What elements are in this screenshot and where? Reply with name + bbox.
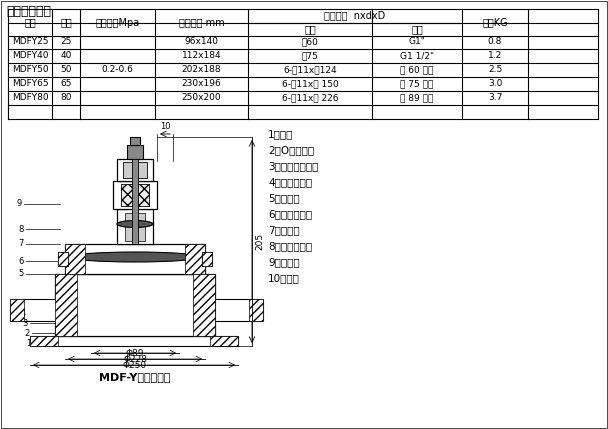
Text: 10、线圈: 10、线圈 [268, 273, 300, 283]
Text: 工作压力Mpa: 工作压力Mpa [95, 18, 140, 27]
Text: 1.2: 1.2 [488, 51, 502, 60]
Text: 3: 3 [22, 318, 28, 327]
Text: 3.0: 3.0 [488, 79, 502, 88]
Text: ؀ 60 直管: ؀ 60 直管 [400, 66, 434, 75]
Ellipse shape [117, 221, 153, 227]
Text: 9: 9 [16, 199, 22, 208]
Bar [132, 159, 138, 244]
Text: MDFY40: MDFY40 [12, 51, 48, 60]
Text: 0.8: 0.8 [488, 37, 502, 46]
Bar [210, 336, 238, 346]
Text: 5、大膜片: 5、大膜片 [268, 193, 300, 203]
Text: ؀ 89 直管: ؀ 89 直管 [400, 94, 434, 103]
Text: 1: 1 [26, 338, 32, 347]
Text: 2: 2 [24, 329, 30, 338]
Bar [127, 145, 143, 159]
Text: 连接方式  nxdxD: 连接方式 nxdxD [325, 10, 385, 20]
Text: 65: 65 [60, 79, 72, 88]
Bar [65, 244, 85, 274]
Text: 5: 5 [18, 269, 24, 278]
Bar [185, 244, 205, 274]
Text: ؀ 75 直管: ؀ 75 直管 [400, 79, 434, 88]
Text: 250x200: 250x200 [182, 94, 221, 103]
Bar [117, 209, 153, 244]
Text: 7、小膜片: 7、小膜片 [268, 225, 300, 235]
Text: 80: 80 [60, 94, 72, 103]
Text: MDFY65: MDFY65 [12, 79, 48, 88]
Text: 4: 4 [21, 308, 26, 317]
Bar [30, 336, 238, 346]
Text: 3、浮动式密封垫: 3、浮动式密封垫 [268, 161, 319, 171]
Bar [121, 184, 149, 206]
Text: 50: 50 [60, 66, 72, 75]
Text: 6-؀11x؀ 150: 6-؀11x؀ 150 [282, 79, 339, 88]
Bar [10, 299, 58, 321]
Text: 2.5: 2.5 [488, 66, 502, 75]
Text: 进口: 进口 [304, 24, 316, 34]
Text: ؀60: ؀60 [302, 37, 319, 46]
Text: 结构尺寸 mm: 结构尺寸 mm [179, 18, 224, 27]
Text: 通径: 通径 [60, 18, 72, 27]
Text: 四、安装尺寸: 四、安装尺寸 [6, 5, 51, 18]
Text: Φ250: Φ250 [123, 360, 147, 369]
Text: 205: 205 [255, 233, 264, 250]
Bar [117, 159, 153, 181]
Text: MDF-Y工作原理图: MDF-Y工作原理图 [99, 372, 171, 382]
Bar [193, 274, 215, 336]
Text: 8、小膜片弹簧: 8、小膜片弹簧 [268, 241, 312, 251]
Bar [58, 252, 68, 266]
Bar [249, 299, 263, 321]
Bar [55, 274, 215, 336]
Bar [125, 213, 145, 241]
Text: 9、动铁芯: 9、动铁芯 [268, 257, 300, 267]
Text: 3.7: 3.7 [488, 94, 502, 103]
Text: 6、大膜片弹簧: 6、大膜片弹簧 [268, 209, 312, 219]
Text: 6-؀11x؀124: 6-؀11x؀124 [283, 66, 337, 75]
Text: ؀75: ؀75 [302, 51, 319, 60]
Bar [55, 274, 77, 336]
Text: 96x140: 96x140 [184, 37, 218, 46]
Text: G1 1/2": G1 1/2" [400, 51, 434, 60]
Text: 重量KG: 重量KG [482, 18, 508, 27]
Text: 112x184: 112x184 [182, 51, 221, 60]
Text: 202x188: 202x188 [182, 66, 221, 75]
Text: MDFY50: MDFY50 [12, 66, 48, 75]
Text: G1": G1" [409, 37, 426, 46]
Text: 型号: 型号 [24, 18, 36, 27]
Bar [123, 162, 147, 178]
Bar [202, 252, 212, 266]
Bar [58, 252, 68, 266]
Bar [10, 299, 24, 321]
Text: 7: 7 [18, 239, 24, 248]
Text: 230x196: 230x196 [182, 79, 221, 88]
Text: 8: 8 [18, 224, 24, 233]
Text: Φ89: Φ89 [126, 348, 144, 357]
Text: 0.2-0.6: 0.2-0.6 [102, 66, 133, 75]
Bar [202, 252, 212, 266]
Bar [121, 184, 149, 206]
Text: 1、阀体: 1、阀体 [268, 129, 294, 139]
Text: MDFY80: MDFY80 [12, 94, 48, 103]
Text: Φ228: Φ228 [123, 354, 147, 363]
Ellipse shape [70, 252, 200, 262]
Bar [65, 244, 205, 274]
Text: MDFY25: MDFY25 [12, 37, 48, 46]
Bar [215, 299, 263, 321]
Text: 25: 25 [60, 37, 72, 46]
Text: 6: 6 [18, 257, 24, 266]
Bar [30, 336, 58, 346]
Text: 2、O型密封圈: 2、O型密封圈 [268, 145, 314, 155]
Text: 出口: 出口 [411, 24, 423, 34]
Text: 4、辅助密封垫: 4、辅助密封垫 [268, 177, 312, 187]
Bar [130, 137, 140, 145]
Text: 10: 10 [160, 122, 170, 131]
Text: 6-؀11x؀ 226: 6-؀11x؀ 226 [282, 94, 338, 103]
Bar [113, 181, 157, 209]
Text: 40: 40 [60, 51, 72, 60]
